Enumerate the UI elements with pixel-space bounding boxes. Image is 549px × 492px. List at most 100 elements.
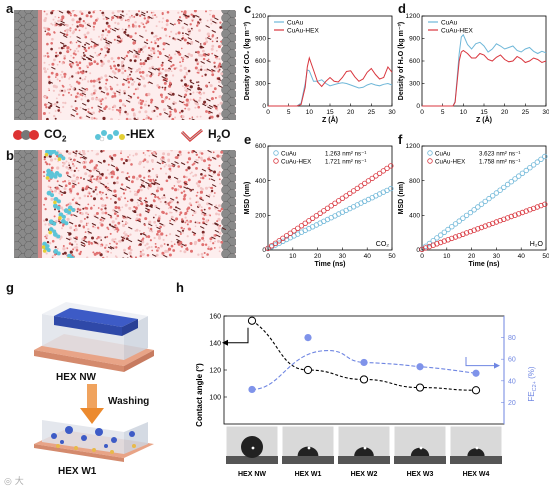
legend-label: CuAu-HEX [435, 159, 465, 166]
contact-angle-point [247, 316, 257, 325]
msd-point [456, 218, 462, 224]
x-tick-label: 30 [339, 253, 347, 260]
co2-legend-label: CO2 [44, 127, 66, 143]
y-tick-label: 1200 [252, 13, 267, 20]
left-axis-arrow-icon [228, 327, 249, 344]
x-tick-label: 25 [522, 109, 530, 116]
msd-point [449, 235, 455, 242]
legend-marker [273, 158, 279, 164]
legend-label: CuAu [441, 20, 458, 27]
msd-co2-chart: 0 10 20 30 40 50 0 200 400 600 Time (ns) MSD (nm) Cu… [244, 143, 396, 268]
x-tick-label: 20 [347, 109, 355, 116]
msd-point [456, 232, 462, 239]
msd-point [437, 232, 444, 238]
msd-point [486, 221, 492, 228]
msd-point [542, 153, 548, 160]
panel-label-e: e [244, 132, 252, 147]
msd-point [471, 227, 477, 233]
y-tick-label: 400 [255, 178, 266, 185]
y-axis-label: Contact angle (°) [195, 363, 204, 427]
msd-point [512, 176, 518, 182]
contact-angle-fe-chart: 100 120 140 160 20 40 60 80 Contact angle (°) FEC… [195, 314, 538, 479]
x-tick-label: 50 [388, 253, 396, 260]
hex-w1-device-image [34, 420, 154, 462]
panel-label-c: c [244, 1, 252, 16]
msd-point [423, 245, 429, 251]
msd-point [437, 239, 444, 246]
y-axis-label: MSD (nm) [398, 182, 405, 215]
y-tick-label: 800 [409, 178, 420, 185]
msd-point [471, 207, 477, 213]
msd-point [449, 223, 455, 230]
hex-nw-illustration [14, 292, 164, 372]
msd-point [328, 203, 334, 209]
legend-value: 1.758 nm² ns⁻¹ [479, 159, 520, 166]
msd-point [538, 156, 544, 162]
y-tick-label: 300 [409, 81, 420, 88]
x-tick-label: 0 [266, 253, 270, 260]
msd-point [332, 200, 338, 206]
msd-point [467, 228, 474, 235]
series-line-0 [422, 33, 547, 107]
category-label: HEX W1 [295, 471, 322, 478]
msd-point [489, 220, 496, 227]
washing-label: Washing [108, 396, 150, 407]
md-snapshot-b [14, 150, 236, 258]
fe-point [416, 363, 424, 371]
msd-point [497, 187, 503, 193]
substrate-strip [226, 456, 278, 464]
contact-angle-point [303, 365, 313, 375]
x-tick-label: 50 [542, 253, 549, 260]
y-tick-label: 900 [255, 36, 266, 43]
right-axis-arrow-icon [465, 357, 494, 367]
droplet-highlight [251, 446, 255, 450]
msd-point [519, 170, 526, 176]
y2-tick-label: 60 [508, 357, 516, 364]
x-tick-label: 0 [420, 109, 424, 116]
msd-point [523, 208, 529, 214]
msd-point [298, 223, 305, 229]
h2o-legend-label: H2O [208, 127, 230, 143]
y-tick-label: 0 [416, 247, 420, 254]
x-axis-label: Z (Å) [322, 115, 338, 124]
right-axis-arrowhead-icon [494, 362, 500, 369]
msd-point [482, 198, 488, 205]
msd-point [475, 226, 481, 232]
h2o-text: H [208, 127, 217, 141]
fe-point [304, 334, 312, 342]
h2o-end: O [221, 127, 231, 141]
droplet-icon [241, 436, 263, 458]
msd-point [452, 234, 459, 240]
msd-point [358, 183, 364, 189]
plot-frame [267, 145, 393, 251]
y-tick-label: 600 [255, 58, 266, 65]
panel-label-a: a [6, 1, 14, 16]
msd-point [309, 215, 316, 221]
contact-angle-curve [251, 320, 477, 391]
x-axis-label: Time (ns) [315, 261, 346, 268]
msd-point [463, 230, 470, 236]
substrate-strip [338, 456, 390, 464]
contact-angle-point [415, 383, 425, 392]
co2-sub: 2 [62, 134, 67, 144]
msd-point [269, 243, 275, 249]
left-axis-arrowhead-icon [222, 339, 228, 346]
msd-point [493, 219, 500, 225]
msd-point [302, 220, 308, 226]
x-tick-label: 0 [420, 253, 424, 260]
y-tick-label: 140 [209, 341, 221, 348]
species-legend-icons [13, 128, 203, 143]
legend-value: 1.263 nm² ns⁻¹ [325, 151, 366, 158]
msd-point [445, 226, 451, 233]
y2-tick-label: 80 [508, 335, 516, 342]
y-tick-label: 1200 [406, 13, 421, 20]
x-tick-label: 30 [388, 109, 396, 116]
category-label: HEX W4 [463, 471, 490, 478]
hex-w1-illustration [14, 418, 164, 462]
msd-point [321, 208, 327, 214]
x-tick-label: 10 [289, 253, 297, 260]
msd-point [542, 201, 548, 208]
msd-point [361, 180, 368, 187]
legend-label: CuAu [281, 151, 297, 158]
x-tick-label: 10 [306, 109, 314, 116]
